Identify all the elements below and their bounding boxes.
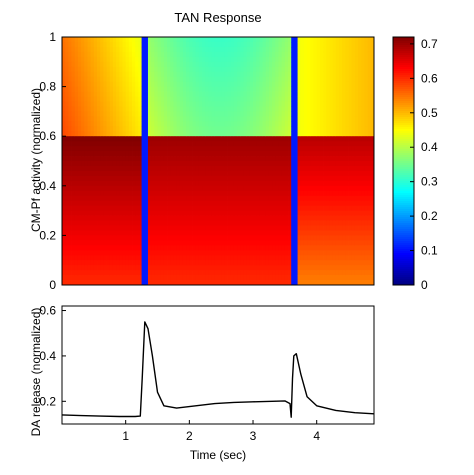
line-plot [61, 321, 375, 418]
colorbar-frame [392, 36, 415, 286]
heatmap-y-tick-label: 0 [49, 278, 56, 292]
line-y-tick-label: 0.4 [39, 349, 56, 363]
line-y-tick-label: 0.6 [39, 304, 56, 318]
colorbar-tick-label: 0.2 [421, 209, 438, 223]
line-frame [61, 305, 375, 425]
line-axes: DA release (normalized) Time (sec) 1 2 3 4 0… [29, 304, 375, 462]
colorbar-tick-label: 0.3 [421, 175, 438, 189]
colorbar-ticks: 0 0.1 0.2 0.3 0.4 0.5 0.6 0.7 [410, 37, 438, 292]
line-ticks: 1 2 3 4 0.2 0.4 0.6 [39, 304, 320, 443]
colorbar-tick-label: 0.5 [421, 106, 438, 120]
colorbar-tick-label: 0.7 [421, 37, 438, 51]
heatmap-frame [61, 36, 375, 286]
line-x-tick-label: 2 [186, 429, 193, 443]
line-y-label: DA release (normalized) [29, 308, 43, 437]
heatmap-y-ticks: 0 0.2 0.4 0.6 0.8 1 [39, 30, 66, 292]
line-x-tick-label: 3 [250, 429, 257, 443]
da-release-line [61, 321, 375, 418]
heatmap-y-tick-label: 0.2 [39, 228, 56, 242]
colorbar-tick-label: 0.1 [421, 244, 438, 258]
line-x-label: Time (sec) [190, 448, 246, 462]
heatmap-y-tick-label: 1 [49, 30, 56, 44]
heatmap-y-label: CM-Pf activity (normalized) [29, 88, 43, 232]
colorbar-tick-label: 0 [421, 278, 428, 292]
heatmap-plot [62, 37, 375, 286]
heatmap-y-tick-label: 0.4 [39, 179, 56, 193]
line-y-tick-label: 0.2 [39, 394, 56, 408]
colorbar-tick-label: 0.6 [421, 71, 438, 85]
line-x-tick-label: 1 [122, 429, 129, 443]
heatmap-axes: TAN Response CM-Pf activity (normalized)… [29, 10, 375, 292]
heatmap-y-tick-label: 0.6 [39, 129, 56, 143]
heatmap-y-tick-label: 0.8 [39, 80, 56, 94]
heatmap-title: TAN Response [174, 10, 261, 25]
colorbar-tick-label: 0.4 [421, 140, 438, 154]
colorbar: 0 0.1 0.2 0.3 0.4 0.5 0.6 0.7 [392, 36, 438, 292]
colorbar-gradient [393, 37, 414, 286]
line-x-tick-label: 4 [313, 429, 320, 443]
